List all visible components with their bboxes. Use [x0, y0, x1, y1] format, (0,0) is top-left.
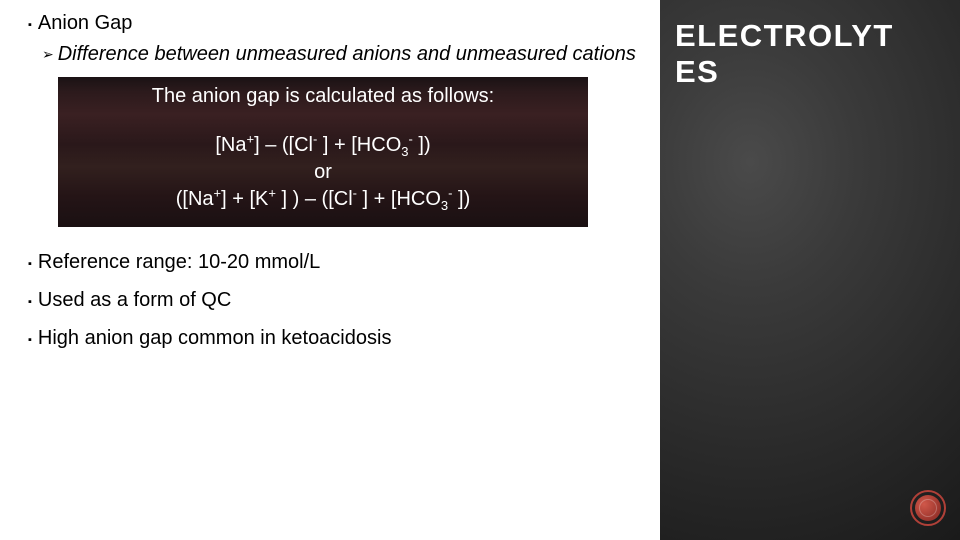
- slide-root: ▪ Anion Gap ➢ Difference between unmeasu…: [0, 0, 960, 540]
- bullet-marker: ▪: [28, 251, 32, 277]
- bullet-text: Reference range: 10-20 mmol/L: [38, 251, 320, 274]
- formula-box: The anion gap is calculated as follows: …: [58, 77, 588, 227]
- sub-bullet-difference: ➢ Difference between unmeasured anions a…: [42, 42, 650, 67]
- bullet-qc: ▪ Used as a form of QC: [28, 289, 650, 315]
- f1b: ] – ([Cl: [254, 134, 313, 156]
- bullet-reference-range: ▪ Reference range: 10-20 mmol/L: [28, 251, 650, 277]
- f2d: ] + [HCO: [357, 188, 441, 210]
- ring-inner: [919, 499, 937, 517]
- arrow-icon: ➢: [42, 42, 54, 66]
- content-column: ▪ Anion Gap ➢ Difference between unmeasu…: [0, 0, 660, 540]
- bullet-text: High anion gap common in ketoacidosis: [38, 327, 392, 350]
- title-line-1: ELECTROLYT: [675, 18, 894, 53]
- bullet-anion-gap: ▪ Anion Gap: [28, 12, 650, 38]
- decorative-ring-icon: [910, 490, 946, 526]
- f2e: ]): [452, 188, 470, 210]
- bullet-marker: ▪: [28, 12, 32, 38]
- f2a: ([Na: [176, 188, 214, 210]
- bullet-high-anion-gap: ▪ High anion gap common in ketoacidosis: [28, 327, 650, 353]
- f1c: ] + [HCO: [317, 134, 401, 156]
- bullet-marker: ▪: [28, 289, 32, 315]
- f1a: [Na: [215, 134, 246, 156]
- sub-bullet-text: Difference between unmeasured anions and…: [58, 42, 636, 67]
- formula-or: or: [58, 159, 588, 186]
- formula-line-2: ([Na+] + [K+ ] ) – ([Cl- ] + [HCO3- ]): [58, 186, 588, 213]
- f2c: ] ) – ([Cl: [276, 188, 353, 210]
- formula-line-1: [Na+] – ([Cl- ] + [HCO3- ]): [58, 132, 588, 159]
- f2b: ] + [K: [221, 188, 268, 210]
- lower-bullets: ▪ Reference range: 10-20 mmol/L ▪ Used a…: [28, 251, 650, 353]
- formula-intro: The anion gap is calculated as follows:: [58, 83, 588, 110]
- title-line-2: ES: [675, 54, 719, 89]
- bullet-marker: ▪: [28, 327, 32, 353]
- bullet-text: Anion Gap: [38, 12, 133, 35]
- page-title: ELECTROLYT ES: [675, 18, 950, 89]
- bullet-text: Used as a form of QC: [38, 289, 231, 312]
- f1d: ]): [413, 134, 431, 156]
- title-column: ELECTROLYT ES: [660, 0, 960, 540]
